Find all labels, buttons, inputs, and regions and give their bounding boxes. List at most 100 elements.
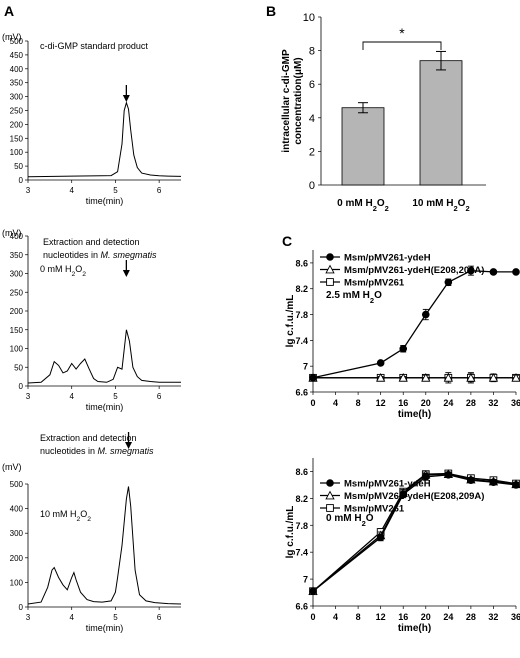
chromA2-ytick-label: 250: [10, 288, 24, 297]
chromA1-ytick-label: 200: [10, 120, 24, 129]
growthC1-condition-tail: O: [374, 290, 382, 301]
chromA3-trace: [27, 486, 182, 605]
growthC2-legend-label-0: Msm/pMV261-ydeH: [344, 479, 431, 490]
chromA2-annotation-line2: nucleotides in M. smegmatis: [43, 250, 157, 260]
growthC1-series-0-point: [309, 373, 317, 382]
barB-ytick-label: 2: [309, 146, 315, 158]
barB-significance-star: *: [399, 25, 405, 41]
growthC2-ytick-label: 8.6: [295, 467, 308, 477]
growthC1-series-1-point: [466, 372, 476, 382]
growthC1-legend-label-1: Msm/pMV261-ydeH(E208,209A): [344, 265, 484, 276]
chromA1-x-axis-label: time(min): [86, 196, 124, 206]
barB-category-sub-0: 2: [373, 204, 377, 213]
chromA3-xtick-label: 6: [157, 613, 162, 622]
barB-ytick-label: 6: [309, 79, 315, 91]
growthC2-xtick-label: 36: [511, 612, 520, 622]
chromA1-ytick-label: 150: [10, 134, 24, 143]
growthC2-legend-label-2: Msm/pMV261: [344, 504, 405, 515]
chromA2-ytick-label: 200: [10, 307, 24, 316]
growthC1-xtick-label: 12: [376, 398, 386, 408]
growthC2-series-0-point: [444, 471, 453, 479]
growthC1-series-1-point: [421, 372, 431, 382]
barB-category-tail-0: O: [377, 198, 385, 209]
chromA2-peak-arrowhead: [122, 270, 130, 277]
growthC2-condition-sub: 2: [362, 519, 366, 528]
chromA3-condition-label: 10 mM H2O2: [40, 509, 91, 523]
growthC2-series-0-point: [512, 481, 520, 489]
chromA1-xtick-label: 4: [69, 186, 74, 195]
chromA3-annotation-line2: nucleotides in M. smegmatis: [40, 446, 154, 456]
growthC2-ytick-label: 8.2: [295, 494, 308, 504]
chromA2-x-axis-label: time(min): [86, 402, 124, 412]
growthC2-series-0-point: [309, 587, 317, 595]
growthC1-series-0-point: [512, 268, 520, 276]
growthC1-x-axis-label: time(h): [398, 409, 431, 420]
chromA1-ytick-label: 250: [10, 107, 24, 116]
chromA3-ytick-label: 500: [10, 480, 24, 489]
growthC1-series-0-point: [421, 310, 430, 319]
barB-ytick-label: 10: [303, 12, 315, 24]
chromA2-annotation-line1: Extraction and detection: [43, 237, 140, 247]
chromA2-ytick-label: 100: [10, 345, 24, 354]
growthC1-series-0-line: [312, 270, 516, 379]
growthC1-xtick-label: 24: [443, 398, 453, 408]
chromA1-ytick-label: 450: [10, 51, 24, 60]
growthC2-series-1-line: [312, 473, 517, 592]
chromA2-ytick-label: 300: [10, 270, 24, 279]
growthC1-y-axis-label: lg c.f.u./mL: [285, 295, 296, 348]
chromA1-ytick-label: 300: [10, 93, 24, 102]
barB-category-sub2-1: 2: [465, 204, 469, 213]
chromA1-ytick-label: 350: [10, 79, 24, 88]
growthC1-series-1-point: [511, 372, 520, 382]
growthC1-ytick-label: 8.2: [295, 284, 308, 294]
growthC1-xtick-label: 16: [398, 398, 408, 408]
chromA3-ytick-label: 100: [10, 578, 24, 587]
panel-label-a: A: [4, 3, 14, 19]
growthC2-ytick-label: 7.8: [295, 521, 308, 531]
growthC1-xtick-label: 32: [488, 398, 498, 408]
chromA3-condition-sub2: 2: [87, 516, 91, 523]
growthC1-xtick-label: 28: [466, 398, 476, 408]
chromA1-ytick-label: 400: [10, 65, 24, 74]
growthC2-ytick-label: 7.4: [295, 548, 308, 558]
chromA3-annotation-line1: Extraction and detection: [40, 433, 137, 443]
chromA3-species: M. smegmatis: [98, 446, 155, 456]
growthC2-condition-tail: O: [366, 513, 374, 524]
growthC1-xtick-label: 4: [333, 398, 338, 408]
chromA2-condition-label: 0 mM H2O2: [40, 264, 86, 278]
barB-ytick-label: 8: [309, 46, 315, 58]
growthC1-series-1-point: [376, 372, 386, 382]
barB-y-axis-label-line2: concentration(μM): [293, 57, 304, 144]
chromA1-trace: [27, 100, 182, 178]
growthC2-xtick-label: 24: [443, 612, 453, 622]
chromA1-ytick-label: 50: [14, 162, 23, 171]
growthC2-xtick-label: 8: [356, 612, 361, 622]
growthC1-series-0-point: [467, 266, 475, 275]
chromA3-ytick-label: 200: [10, 554, 24, 563]
growthC1-ytick-label: 7.4: [295, 336, 308, 346]
chromA1-ytick-label: 500: [10, 37, 24, 46]
chromA1-y-axis-label: (mV): [2, 32, 22, 42]
chromA2-xtick-label: 3: [26, 392, 31, 401]
chromA3-ytick-label: 0: [19, 603, 24, 612]
growthC2-xtick-label: 0: [310, 612, 315, 622]
barB-category-label-1: 10 mM H2O2: [412, 198, 469, 213]
barB-ytick-label: 0: [309, 180, 315, 192]
growthC1-ytick-label: 8.6: [295, 258, 308, 268]
growthC1-ytick-label: 6.6: [295, 388, 308, 398]
growthC2-y-axis-label: lg c.f.u./mL: [285, 506, 296, 559]
growthC1-legend-marker-0: [326, 253, 334, 261]
growthC1-series-1-point: [443, 372, 453, 382]
chromA2-ytick-label: 350: [10, 251, 24, 260]
chromA3-condition-sub: 2: [77, 516, 81, 523]
chromA1-xtick-label: 6: [157, 186, 162, 195]
chromA3-peak-arrowhead: [125, 442, 133, 449]
chromA1-peak-arrowhead: [122, 95, 130, 102]
chromA2-species: M. smegmatis: [101, 250, 158, 260]
growthC1-series-1-point: [488, 372, 499, 382]
growthC2-legend-label-1: Msm/pMV261-ydeH(E208,209A): [344, 491, 484, 502]
growthC1-series-0-point: [444, 278, 453, 287]
panel-label-c: C: [282, 233, 292, 249]
growthC1-legend-marker-2: [326, 278, 334, 286]
